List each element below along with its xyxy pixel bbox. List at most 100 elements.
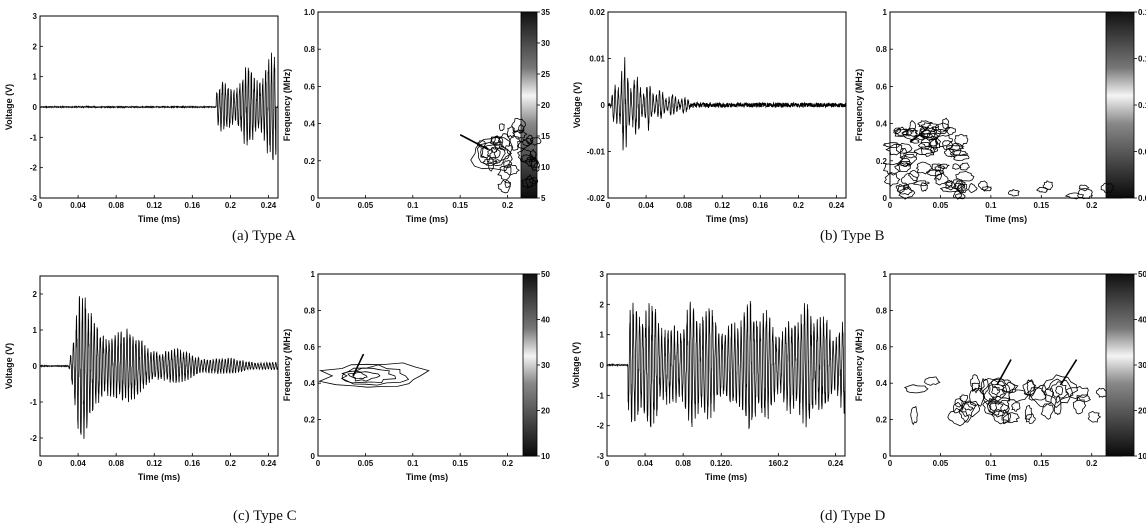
fig-c-colorbar-tick-label: 50 bbox=[541, 270, 550, 279]
fig-a-x-tick-label: 0.24 bbox=[261, 201, 277, 210]
fig-a-y-tick-label: 2 bbox=[33, 42, 38, 51]
fig-a-contour bbox=[498, 123, 505, 131]
fig-a-x-tick-label: 0.2 bbox=[502, 201, 514, 210]
fig-d-contour bbox=[954, 398, 963, 408]
fig-d-y-axis-label: Frequency (MHz) bbox=[854, 329, 864, 402]
fig-b-y-tick-label: 0.01 bbox=[589, 55, 605, 64]
fig-b-x-tick-label: 0.24 bbox=[829, 201, 845, 210]
fig-b-contour bbox=[959, 162, 970, 171]
fig-d-contour bbox=[958, 403, 974, 423]
fig-a-contour bbox=[480, 143, 506, 163]
fig-c-x-tick-label: 0.1 bbox=[407, 459, 419, 468]
fig-d-arrow bbox=[1059, 359, 1078, 386]
fig-d-contour bbox=[987, 396, 998, 413]
fig-c-colorbar-tick-label: 10 bbox=[541, 452, 550, 461]
fig-b-contour bbox=[1007, 188, 1020, 197]
fig-d-y-tick-label: 0.4 bbox=[876, 379, 888, 388]
fig-b-contour bbox=[951, 179, 966, 191]
fig-b-x-tick-label: 0.15 bbox=[1034, 201, 1050, 210]
fig-d-contour bbox=[988, 383, 1006, 398]
fig-b-y-tick-label: 0.2 bbox=[876, 157, 888, 166]
fig-a-contour bbox=[526, 134, 534, 145]
fig-a-contour bbox=[529, 177, 539, 185]
fig-a-y-tick-label: 0.6 bbox=[304, 82, 316, 91]
fig-d-x-axis-label: Time (ms) bbox=[705, 472, 747, 482]
fig-b-contour bbox=[899, 147, 907, 159]
fig-b-contour bbox=[899, 157, 911, 167]
fig-a-contour bbox=[486, 147, 501, 159]
fig-a-x-axis-label: Time (ms) bbox=[138, 214, 180, 224]
fig-b-contour bbox=[920, 122, 940, 132]
fig-d-contour bbox=[1040, 403, 1054, 420]
fig-d-contour bbox=[1055, 385, 1064, 396]
fig-b-contour bbox=[1100, 182, 1115, 194]
fig-d-colorbar-tick-label: 30 bbox=[1138, 361, 1146, 370]
fig-c-x-axis-label: Time (ms) bbox=[138, 472, 180, 482]
fig-b-arrow bbox=[909, 126, 929, 143]
fig-b-contour bbox=[933, 172, 949, 186]
fig-a-x-tick-label: 0.16 bbox=[185, 201, 201, 210]
fig-b-contour bbox=[913, 148, 935, 156]
fig-d-y-tick-label: -2 bbox=[597, 422, 605, 431]
fig-a-contour bbox=[506, 126, 517, 138]
fig-c-x-tick-label: 0 bbox=[316, 459, 321, 468]
fig-a-contour bbox=[470, 136, 514, 172]
fig-d-contour bbox=[1026, 379, 1035, 397]
fig-d-x-tick-label: 0.2 bbox=[1086, 459, 1098, 468]
fig-b-contour bbox=[893, 126, 909, 137]
fig-d-x-tick-label: 0 bbox=[888, 459, 893, 468]
fig-d-contour bbox=[1011, 402, 1021, 412]
fig-d-colorbar-tick-label: 10 bbox=[1138, 452, 1146, 461]
fig-d-x-tick-label: 0.120. bbox=[710, 459, 732, 468]
fig-d-contour bbox=[1001, 408, 1010, 425]
fig-b-contour bbox=[909, 120, 917, 133]
fig-b-x-tick-label: 0.2 bbox=[1086, 201, 1098, 210]
fig-d-x-tick-label: 160.2 bbox=[768, 459, 789, 468]
fig-d-contour bbox=[991, 385, 1001, 396]
fig-b-y-tick-label: 0 bbox=[601, 101, 606, 110]
fig-c-y-tick-label: -1 bbox=[30, 398, 38, 407]
fig-b-contour bbox=[900, 172, 918, 186]
fig-b-contour bbox=[957, 183, 969, 194]
fig-b-x-tick-label: 0.16 bbox=[753, 201, 769, 210]
fig-b-contour bbox=[929, 138, 938, 149]
figure-c-waveform: 0 0.04 0.08 0.12 0.16 0.2 0.24 2 1 0 -1 -2 Time (ms)… bbox=[4, 275, 279, 482]
fig-b-contour bbox=[952, 190, 962, 199]
fig-d-contour bbox=[910, 405, 918, 426]
fig-b-contour bbox=[1042, 180, 1054, 190]
fig-a-x-tick-label: 0.08 bbox=[108, 201, 124, 210]
fig-d-contour bbox=[986, 395, 1010, 412]
fig-c-colorbar bbox=[522, 273, 538, 457]
fig-d-contour bbox=[947, 407, 970, 427]
fig-d-contour bbox=[962, 401, 977, 411]
fig-b-contour bbox=[920, 132, 939, 141]
fig-a-x-tick-label: 0 bbox=[316, 201, 321, 210]
fig-b-contour bbox=[934, 168, 943, 181]
fig-b-contour bbox=[939, 186, 959, 193]
fig-b-y-tick-label: -0.02 bbox=[587, 194, 606, 203]
fig-c-contour bbox=[347, 370, 381, 382]
figure-b-waveform: 0 0.04 0.08 0.12 0.16 0.2 0.24 0.02 0.01 0 -0.01 -0… bbox=[572, 8, 847, 224]
fig-d-contour bbox=[1049, 381, 1069, 399]
fig-b-contour bbox=[968, 183, 978, 194]
fig-b-y-tick-label: 0.6 bbox=[876, 82, 888, 91]
fig-b-y-tick-label: 0.02 bbox=[589, 8, 605, 17]
fig-b-x-tick-label: 0 bbox=[888, 201, 893, 210]
fig-c-y-tick-label: 0 bbox=[311, 452, 316, 461]
fig-a-colorbar-tick-label: 20 bbox=[541, 101, 550, 110]
fig-b-contour bbox=[943, 126, 956, 136]
fig-d-y-tick-label: 1 bbox=[600, 331, 605, 340]
fig-d-x-tick-label: 0.1 bbox=[985, 459, 997, 468]
fig-b-contour bbox=[903, 151, 919, 159]
fig-c-x-tick-label: 0 bbox=[38, 459, 43, 468]
fig-b-colorbar-tick-label: 0.18 bbox=[1138, 8, 1146, 17]
fig-d-contour bbox=[1041, 374, 1078, 409]
fig-d-y-tick-label: 0.8 bbox=[876, 306, 888, 315]
fig-c-y-tick-label: 0.4 bbox=[304, 379, 316, 388]
fig-c-y-tick-label: -2 bbox=[30, 434, 38, 443]
fig-d-contour bbox=[1076, 394, 1091, 403]
fig-c-y-tick-label: 0 bbox=[33, 362, 38, 371]
fig-d-contour bbox=[1065, 386, 1089, 400]
fig-b-contour bbox=[948, 142, 962, 156]
fig-d-plot-frame bbox=[889, 273, 1123, 457]
